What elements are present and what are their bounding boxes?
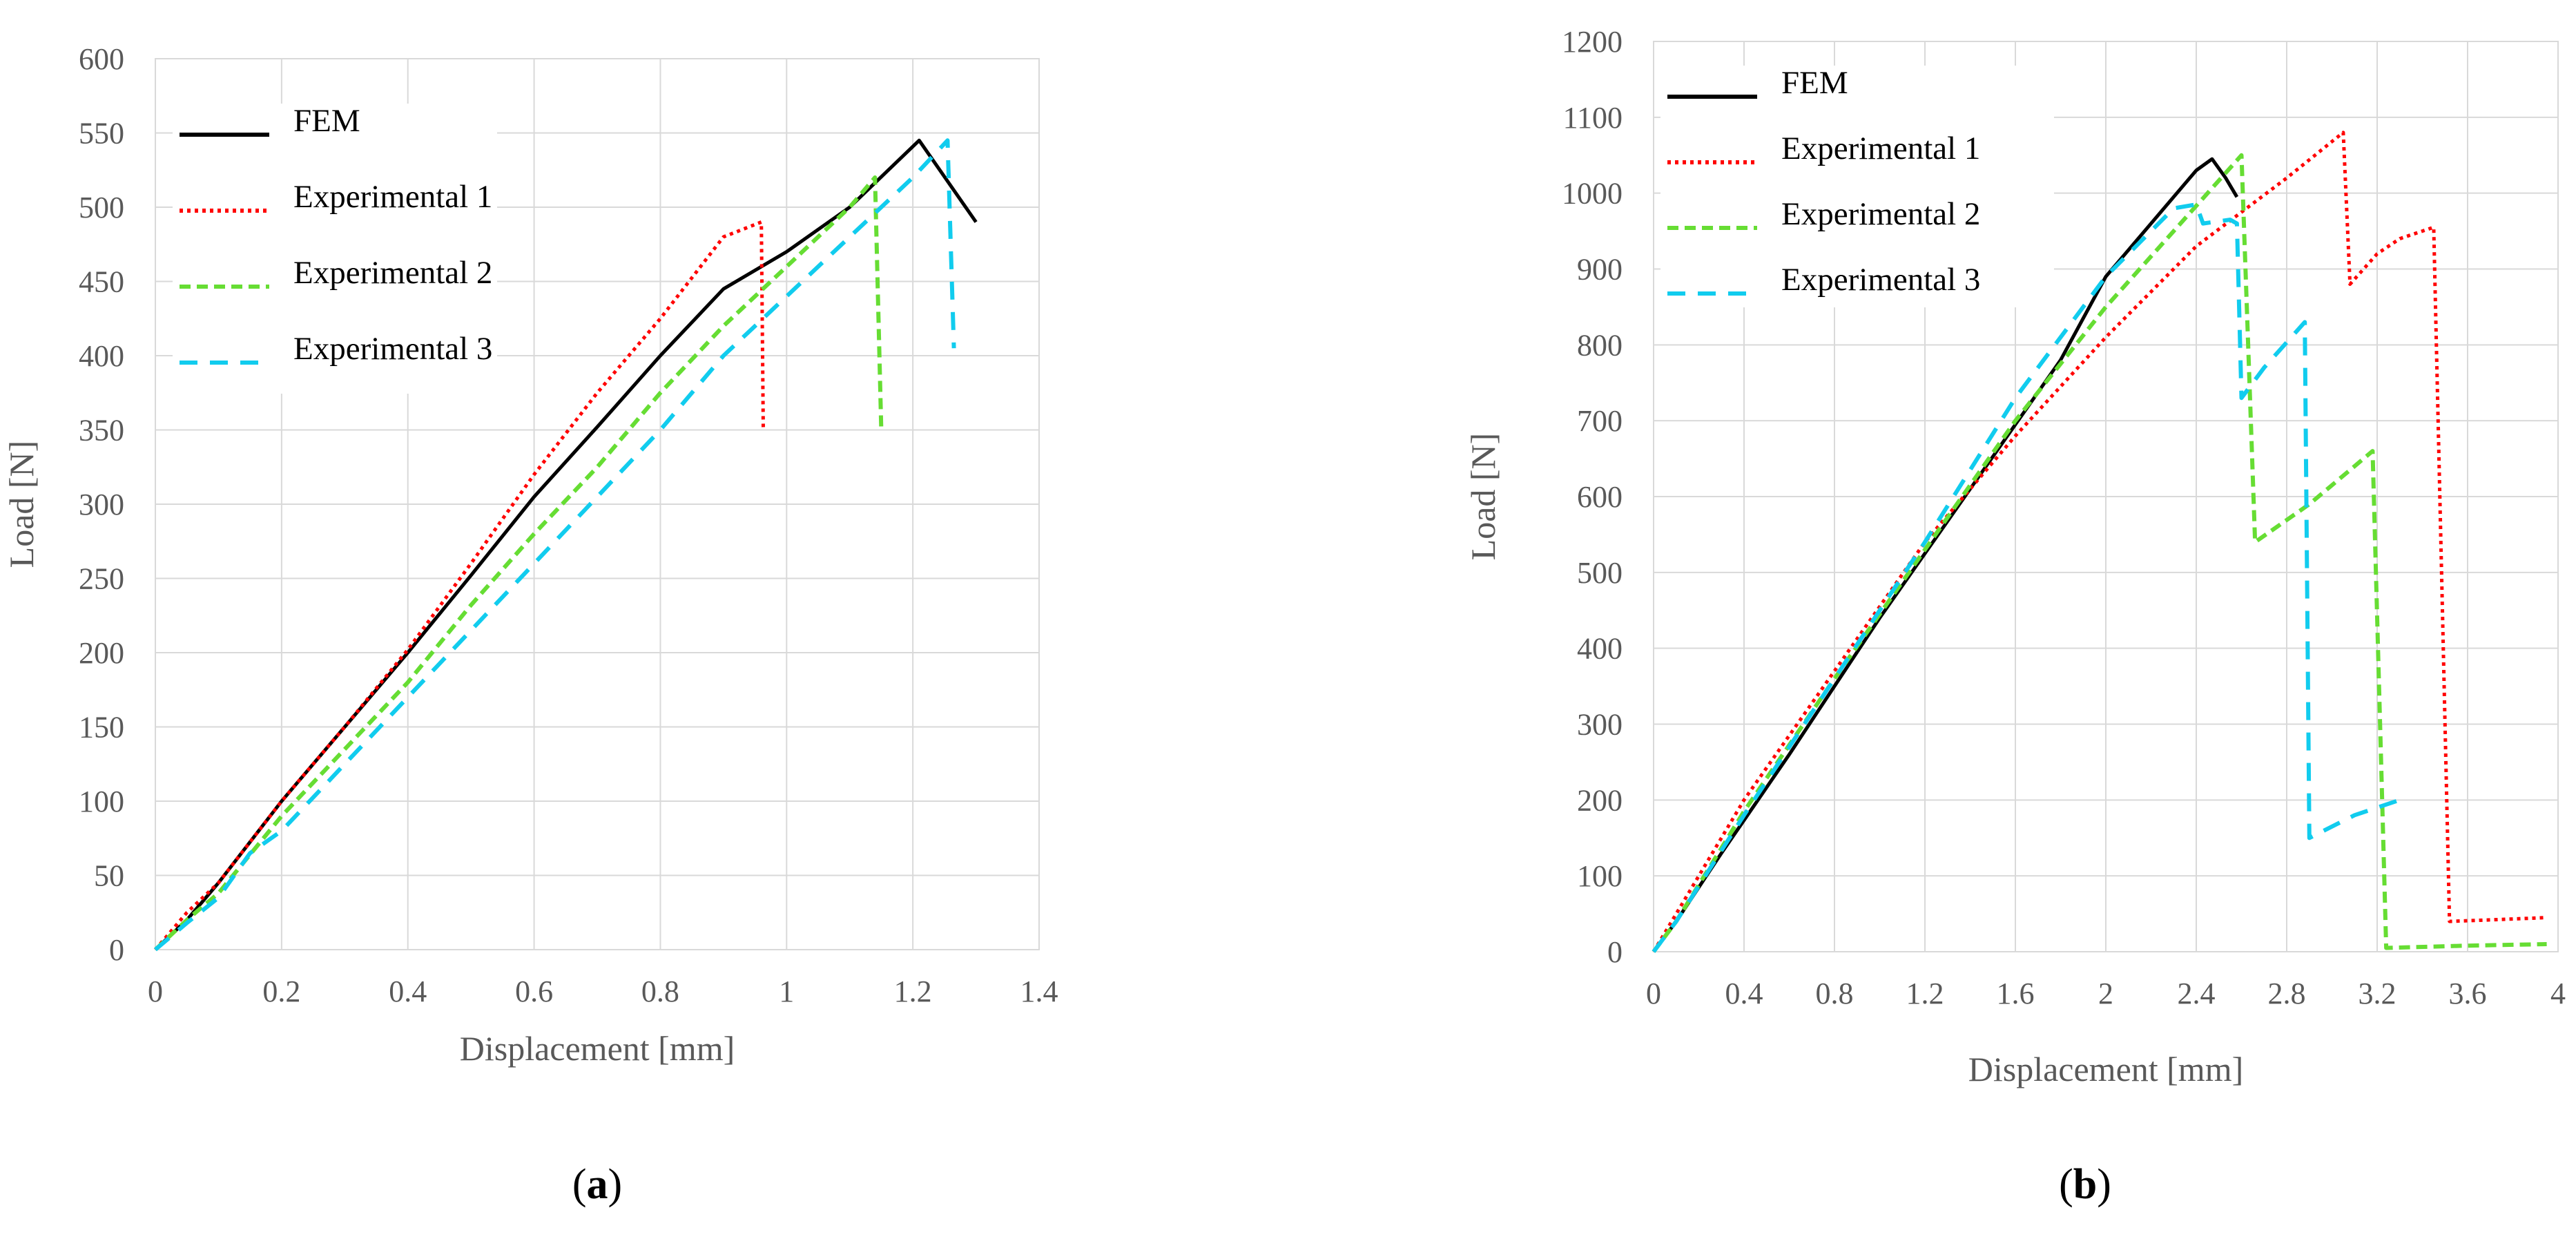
- x-tick-label: 0.2: [262, 975, 300, 1008]
- x-tick-label: 0.8: [641, 975, 679, 1008]
- y-tick-label: 700: [1577, 404, 1623, 438]
- y-tick-label: 400: [1577, 632, 1623, 666]
- y-tick-label: 300: [1577, 708, 1623, 742]
- legend-label: Experimental 3: [1781, 262, 1980, 298]
- x-axis-title: Displacement [mm]: [1968, 1050, 2244, 1088]
- x-tick-label: 0.4: [1725, 977, 1763, 1010]
- x-tick-label: 1: [779, 975, 794, 1008]
- legend-box: [1660, 66, 2054, 307]
- x-tick-label: 1.6: [1997, 977, 2035, 1010]
- y-tick-label: 100: [1577, 859, 1623, 893]
- legend-box: [173, 104, 497, 394]
- series-line-experimental-3: [1652, 202, 2401, 953]
- x-tick-label: 2: [2098, 977, 2113, 1010]
- legend-label: Experimental 2: [1781, 196, 1980, 232]
- legend-label: Experimental 1: [293, 179, 492, 215]
- y-tick-label: 300: [79, 488, 124, 521]
- x-tick-label: 3.6: [2449, 977, 2487, 1010]
- y-tick-label: 900: [1577, 253, 1623, 287]
- y-tick-label: 150: [79, 711, 124, 745]
- x-tick-label: 3.2: [2359, 977, 2396, 1010]
- y-tick-label: 0: [109, 933, 124, 967]
- panel-label: (b): [2059, 1161, 2111, 1208]
- y-tick-label: 800: [1577, 328, 1623, 362]
- chart-a: 0 50 100 150 200 250 300 350 400 450 500 550 600 0 0.2…: [2, 42, 1058, 1208]
- x-tick-label: 0: [148, 975, 163, 1008]
- y-tick-label: 400: [79, 339, 124, 373]
- y-tick-label: 1100: [1563, 101, 1623, 135]
- y-tick-label: 50: [94, 859, 124, 893]
- legend-label: Experimental 3: [293, 331, 492, 367]
- panel-label: (a): [572, 1161, 622, 1208]
- y-tick-label: 1200: [1562, 25, 1623, 59]
- series-line-experimental-2: [153, 175, 884, 952]
- y-tick-label: 100: [79, 785, 124, 818]
- x-tick-label: 1.2: [894, 975, 932, 1008]
- series-line-fem: [154, 138, 978, 951]
- x-tick-label: 1.2: [1906, 977, 1944, 1010]
- legend-label: FEM: [1781, 65, 1848, 101]
- x-tick-label: 4: [2550, 977, 2566, 1010]
- y-tick-label: 200: [1577, 783, 1623, 817]
- x-tick-label: 1.4: [1020, 975, 1058, 1008]
- x-axis-title: Displacement [mm]: [460, 1029, 735, 1068]
- series-line-experimental-2: [1652, 153, 2547, 953]
- series-line-fem: [1652, 157, 2239, 953]
- legend-label: Experimental 1: [1781, 131, 1980, 166]
- y-tick-label: 1000: [1562, 177, 1623, 211]
- y-tick-label: 250: [79, 562, 124, 596]
- legend-label: FEM: [293, 103, 360, 139]
- y-tick-label: 550: [79, 117, 124, 151]
- x-tick-label: 0: [1646, 977, 1661, 1010]
- x-tick-label: 2.8: [2268, 977, 2306, 1010]
- y-axis-title: Load [N]: [1464, 433, 1502, 561]
- chart-b: 0 100 200 300 400 500 600 700 800 900 1000 1100 1200…: [1464, 25, 2566, 1208]
- y-tick-label: 0: [1607, 935, 1623, 969]
- series-line-experimental-1: [1652, 131, 2547, 953]
- x-tick-label: 0.8: [1816, 977, 1854, 1010]
- y-tick-label: 450: [79, 265, 124, 299]
- y-axis-title: Load [N]: [2, 441, 41, 568]
- y-tick-label: 350: [79, 414, 124, 448]
- y-tick-label: 600: [79, 42, 124, 76]
- y-tick-label: 500: [79, 191, 124, 224]
- x-tick-label: 0.6: [515, 975, 553, 1008]
- y-tick-label: 600: [1577, 480, 1623, 514]
- series-line-experimental-1: [154, 220, 765, 951]
- legend-label: Experimental 2: [293, 255, 492, 291]
- x-tick-label: 2.4: [2178, 977, 2216, 1010]
- x-tick-label: 0.4: [389, 975, 427, 1008]
- y-tick-label: 500: [1577, 556, 1623, 590]
- y-tick-label: 200: [79, 636, 124, 670]
